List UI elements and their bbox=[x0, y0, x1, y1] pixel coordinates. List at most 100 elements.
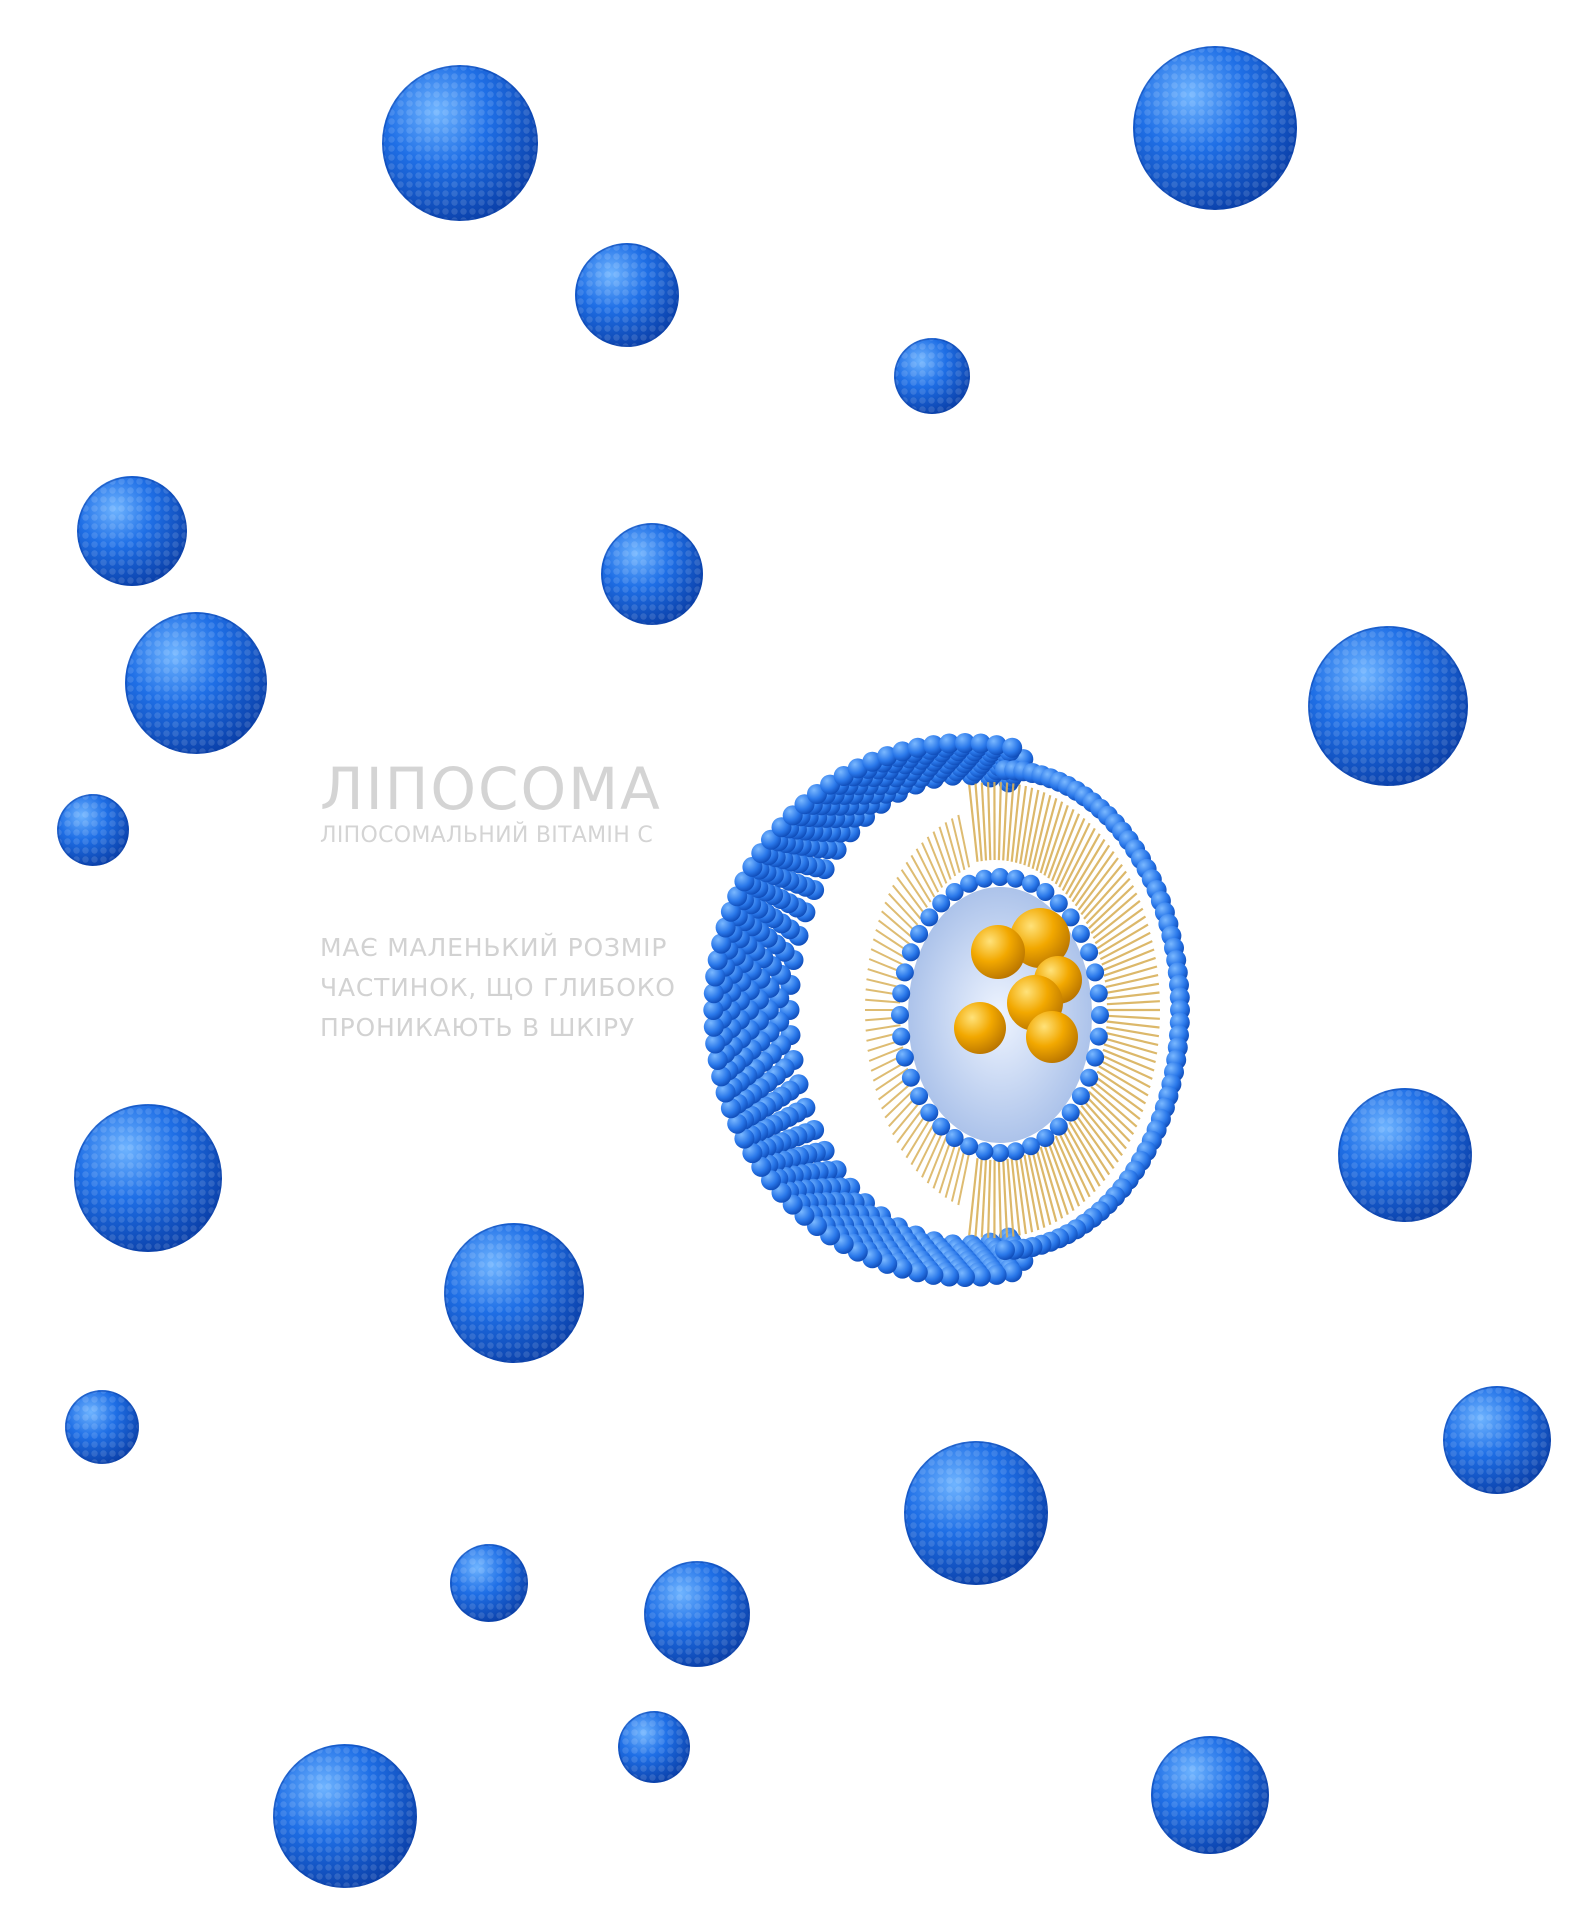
phospholipid-head bbox=[705, 1033, 726, 1054]
lipid-tail bbox=[974, 1158, 983, 1237]
lipid-tail bbox=[1102, 948, 1155, 972]
lipid-tail bbox=[1088, 1090, 1135, 1135]
phospholipid-head bbox=[1049, 1117, 1068, 1136]
phospholipid-head bbox=[895, 1048, 914, 1067]
lipid-tail bbox=[1096, 915, 1147, 950]
phospholipid-head bbox=[1071, 924, 1090, 943]
phospholipid-head bbox=[986, 1264, 1007, 1285]
lipid-tail bbox=[1035, 1149, 1058, 1222]
lipid-tail bbox=[1068, 1121, 1106, 1182]
lipid-tail bbox=[1039, 801, 1064, 874]
phospholipid-head bbox=[910, 924, 929, 943]
lipid-tail bbox=[944, 822, 961, 873]
phospholipid-head bbox=[891, 1006, 909, 1024]
lipid-tail bbox=[905, 861, 932, 903]
lipid-tail bbox=[1019, 1156, 1034, 1233]
lipid-tail bbox=[1103, 1043, 1156, 1064]
lipid-tail bbox=[1099, 1059, 1151, 1089]
vitamin-c-molecule bbox=[954, 1002, 1006, 1054]
phospholipid-head bbox=[1002, 1262, 1023, 1283]
lipid-tail bbox=[1094, 1075, 1144, 1113]
lipid-tail bbox=[1077, 857, 1119, 911]
lipid-tail bbox=[1090, 1085, 1138, 1128]
lipid-tail bbox=[1099, 931, 1151, 961]
lipid-tail bbox=[944, 1147, 961, 1198]
lipid-tail bbox=[1092, 900, 1141, 940]
lipid-tail bbox=[915, 848, 940, 893]
lipid-tail bbox=[1006, 1159, 1015, 1237]
lipid-sphere bbox=[1133, 46, 1297, 210]
lipid-sphere bbox=[618, 1711, 690, 1783]
lipid-tail bbox=[896, 1106, 925, 1144]
lipid-tail bbox=[1010, 1158, 1021, 1236]
phospholipid-head bbox=[1089, 1027, 1108, 1046]
phospholipid-head bbox=[939, 1266, 960, 1287]
lipid-tail bbox=[1065, 833, 1101, 895]
lipid-tail bbox=[1071, 844, 1111, 903]
lipid-tail bbox=[1104, 1037, 1158, 1055]
lipid-tail bbox=[1074, 850, 1115, 907]
phospholipid-head bbox=[707, 950, 728, 970]
lipid-tail bbox=[1090, 892, 1138, 935]
lipid-tail bbox=[1077, 1109, 1119, 1163]
phospholipid-head bbox=[1089, 984, 1108, 1003]
lipid-tail bbox=[1010, 784, 1021, 862]
lipid-tail bbox=[1080, 1104, 1123, 1156]
lipid-sphere bbox=[57, 794, 129, 866]
lipid-tail bbox=[1085, 1095, 1131, 1143]
lipid-tail bbox=[1027, 792, 1046, 868]
phospholipid-head bbox=[975, 1142, 994, 1161]
phospholipid-head bbox=[945, 1129, 964, 1147]
lipid-tail bbox=[938, 1143, 957, 1194]
lipid-sphere bbox=[273, 1744, 417, 1888]
lipid-tail bbox=[1002, 782, 1009, 861]
lipid-sphere bbox=[644, 1561, 750, 1667]
phospholipid-head bbox=[1061, 908, 1080, 927]
lipid-tail bbox=[1054, 1135, 1086, 1203]
phospholipid-head bbox=[705, 966, 726, 987]
phospholipid-head bbox=[907, 1262, 928, 1283]
lipid-tail bbox=[870, 948, 905, 967]
vitamin-c-molecule bbox=[1026, 1011, 1078, 1063]
lipid-tail bbox=[1058, 1132, 1091, 1198]
vitamin-c-core bbox=[954, 908, 1082, 1063]
lipid-tail bbox=[1061, 827, 1096, 892]
phospholipid-head bbox=[945, 883, 964, 901]
phospholipid-head bbox=[1091, 1006, 1109, 1024]
lipid-tail bbox=[910, 854, 936, 898]
phospholipid-head bbox=[932, 894, 951, 913]
lipid-tail bbox=[1094, 907, 1144, 945]
phospholipid-head bbox=[955, 733, 975, 753]
lipid-tail bbox=[877, 919, 911, 946]
lipid-tail bbox=[1058, 822, 1091, 888]
lipid-tail bbox=[1002, 1159, 1009, 1238]
lipid-tail bbox=[1085, 877, 1131, 925]
lipid-tail bbox=[1106, 1020, 1160, 1029]
phospholipid-head bbox=[727, 1113, 748, 1134]
lipid-sphere bbox=[382, 65, 538, 221]
lipid-tail bbox=[1027, 1152, 1046, 1228]
description-line: ПРОНИКАЮТЬ В ШКІРУ bbox=[320, 1013, 635, 1042]
lipid-sphere bbox=[1151, 1736, 1269, 1854]
phospholipid-head bbox=[892, 984, 911, 1003]
lipid-tail bbox=[888, 893, 919, 926]
lipid-sphere bbox=[1308, 626, 1468, 786]
phospholipid-head bbox=[910, 1087, 929, 1106]
lipid-tail bbox=[1019, 787, 1034, 864]
lipid-tail bbox=[932, 831, 952, 880]
phospholipid-head bbox=[1021, 1137, 1040, 1156]
phospholipid-head bbox=[711, 1066, 732, 1087]
lipid-tail bbox=[1061, 1128, 1096, 1193]
lipid-tail bbox=[892, 884, 922, 920]
lipid-tail bbox=[1106, 991, 1160, 1000]
lipid-tail bbox=[957, 814, 971, 868]
lipid-tail bbox=[915, 1127, 940, 1172]
lipid-tail bbox=[867, 968, 903, 981]
phospholipid-head bbox=[991, 868, 1009, 886]
lipid-tail bbox=[968, 784, 979, 862]
page-title: ЛІПОСОМА bbox=[320, 755, 662, 823]
phospholipid-head bbox=[975, 869, 994, 888]
lipid-tail bbox=[980, 782, 988, 861]
lipid-tail bbox=[1031, 794, 1052, 869]
lipid-tail bbox=[1043, 1144, 1069, 1215]
